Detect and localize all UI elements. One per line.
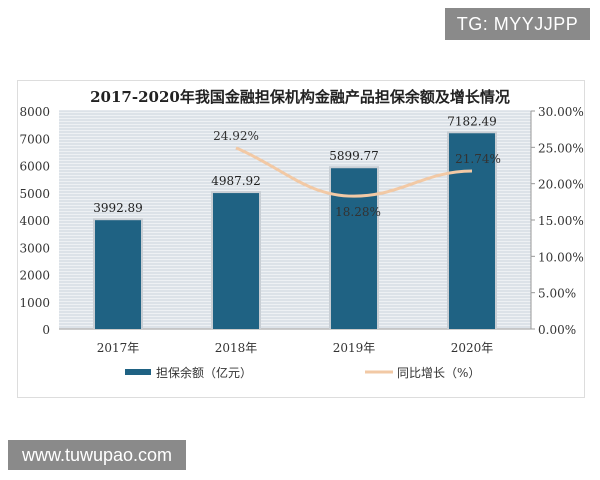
x-tick-label: 2018年 [215, 341, 258, 355]
y-left-tick-label: 4000 [19, 214, 50, 228]
x-tick-label: 2019年 [333, 341, 376, 355]
y-left-tick-label: 8000 [19, 105, 50, 119]
bar-data-label: 5899.77 [329, 149, 379, 163]
legend-bar-label: 担保余额（亿元） [156, 365, 252, 380]
watermark-bottom: www.tuwupao.com [8, 440, 186, 470]
bar-data-label: 3992.89 [93, 201, 143, 215]
chart-frame [17, 80, 585, 398]
line-data-label: 21.74% [455, 152, 501, 166]
y-left-tick-label: 1000 [19, 296, 50, 310]
watermark-top: TG: MYYJJPP [445, 8, 590, 40]
y-right-tick-label: 20.00% [538, 178, 584, 192]
y-right-tick-label: 0.00% [538, 323, 576, 337]
y-right-tick-label: 5.00% [538, 287, 576, 301]
line-data-label: 24.92% [213, 129, 259, 143]
y-left-tick-label: 2000 [19, 269, 50, 283]
x-tick-label: 2020年 [451, 341, 494, 355]
bar [213, 193, 259, 329]
bar [449, 133, 495, 329]
bar [95, 220, 141, 329]
y-right-tick-label: 15.00% [538, 214, 584, 228]
chart-title: 2017-2020年我国金融担保机构金融产品担保余额及增长情况 [90, 88, 510, 106]
y-left-tick-label: 6000 [19, 160, 50, 174]
growth-line [235, 146, 473, 198]
y-right-tick-label: 25.00% [538, 141, 584, 155]
bar [331, 168, 377, 329]
bar-data-label: 4987.92 [211, 174, 261, 188]
x-tick-label: 2017年 [97, 341, 140, 355]
y-right-tick-label: 30.00% [538, 105, 584, 119]
legend-line-label: 同比增长（%） [397, 366, 480, 380]
y-left-tick-label: 5000 [19, 187, 50, 201]
y-left-tick-label: 7000 [19, 132, 50, 146]
y-left-tick-label: 3000 [19, 241, 50, 255]
bar-data-label: 7182.49 [447, 114, 497, 128]
y-left-tick-label: 0 [42, 323, 50, 337]
y-right-tick-label: 10.00% [538, 250, 584, 264]
legend-bar-swatch [125, 369, 151, 375]
line-data-label: 18.28% [335, 205, 381, 219]
